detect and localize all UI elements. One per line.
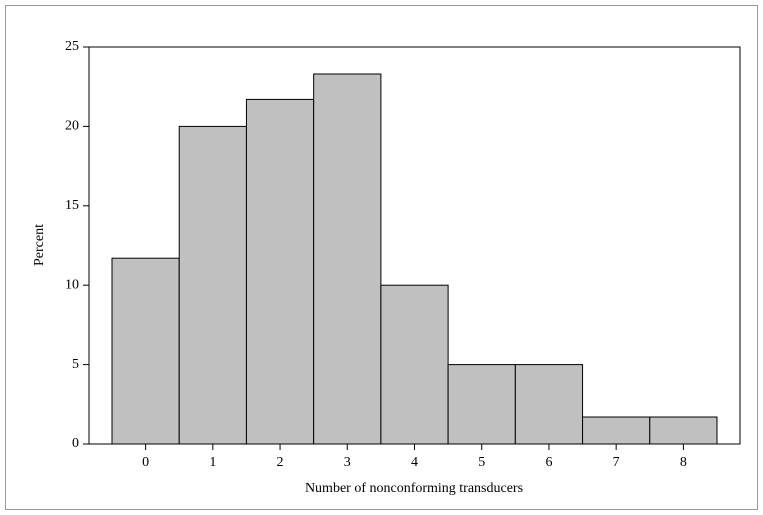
x-tick-label: 1 — [209, 455, 216, 470]
x-tick-label: 6 — [545, 455, 552, 470]
bar — [178, 125, 247, 445]
bar — [582, 416, 651, 445]
x-tick-label: 5 — [478, 455, 485, 470]
y-tick-label: 0 — [72, 436, 79, 451]
y-tick-label: 10 — [65, 277, 79, 292]
bar — [649, 416, 718, 445]
y-tick-label: 5 — [72, 357, 79, 372]
chart-border — [5, 5, 758, 510]
bar — [380, 284, 449, 445]
x-tick-label: 2 — [277, 455, 284, 470]
x-tick-label: 3 — [344, 455, 351, 470]
bar — [447, 364, 516, 445]
x-axis-label: Number of nonconforming transducers — [305, 481, 523, 496]
bar — [245, 98, 315, 445]
x-tick-label: 7 — [613, 455, 620, 470]
x-tick-label: 0 — [142, 455, 149, 470]
y-tick-label: 25 — [65, 39, 79, 54]
y-tick-label: 20 — [65, 119, 79, 134]
bar — [111, 257, 180, 445]
x-tick-label: 4 — [411, 455, 418, 470]
x-tick-label: 8 — [680, 455, 687, 470]
y-tick-label: 15 — [65, 198, 79, 213]
bar — [514, 364, 584, 445]
plot-frame — [88, 46, 741, 445]
bar — [313, 73, 382, 445]
y-axis-label: Percent — [32, 224, 47, 266]
